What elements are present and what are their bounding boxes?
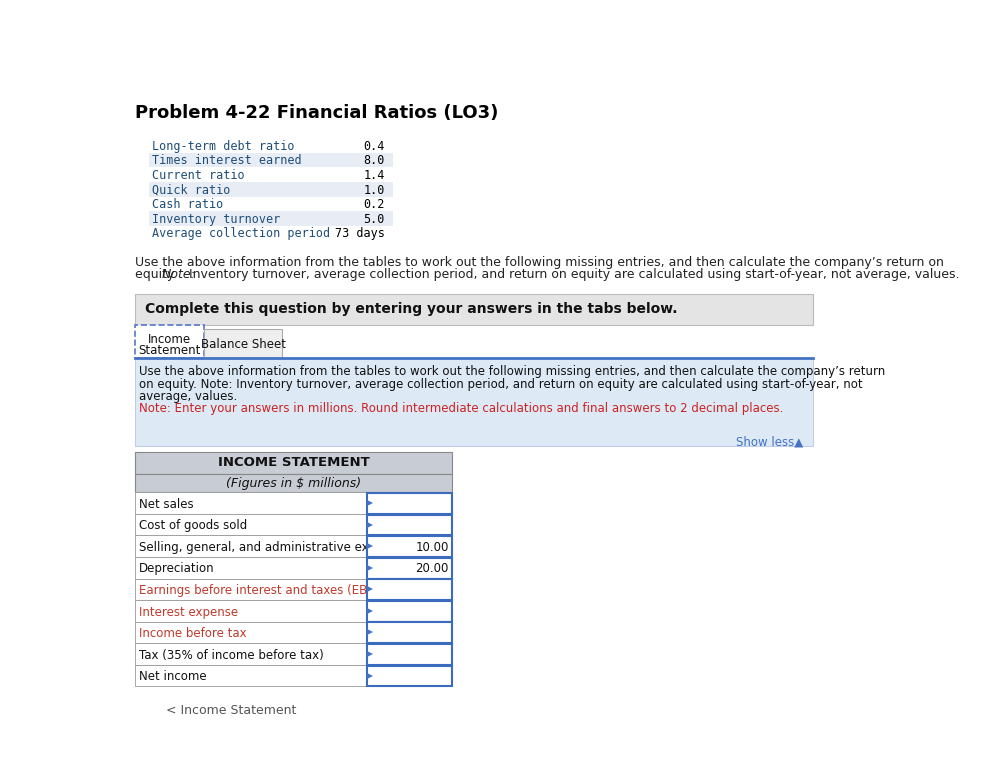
- Bar: [148, 153, 393, 167]
- Text: 8.0: 8.0: [364, 154, 385, 167]
- Text: Interest expense: Interest expense: [138, 605, 237, 619]
- Bar: [134, 535, 367, 557]
- Text: 73 days: 73 days: [335, 227, 385, 241]
- Bar: [134, 474, 452, 492]
- Text: 1.0: 1.0: [364, 184, 385, 196]
- Text: Complete this question by entering your answers in the tabs below.: Complete this question by entering your …: [144, 302, 676, 316]
- Text: Inventory turnover, average collection period, and return on equity are calculat: Inventory turnover, average collection p…: [184, 268, 959, 281]
- Text: 20.00: 20.00: [415, 562, 448, 576]
- Bar: [367, 580, 452, 600]
- Bar: [134, 664, 367, 686]
- Text: Show less▲: Show less▲: [735, 435, 803, 449]
- Text: Cash ratio: Cash ratio: [152, 198, 223, 211]
- Text: (Figures in $ millions): (Figures in $ millions): [225, 477, 361, 490]
- Text: on equity. Note: Inventory turnover, average collection period, and return on eq: on equity. Note: Inventory turnover, ave…: [139, 378, 862, 390]
- Bar: [134, 579, 367, 600]
- Bar: [367, 515, 452, 535]
- Bar: [301, 699, 410, 722]
- Bar: [134, 326, 204, 358]
- Text: 0.4: 0.4: [364, 139, 385, 153]
- Text: 5.0: 5.0: [364, 213, 385, 226]
- Text: 1.4: 1.4: [364, 169, 385, 182]
- Bar: [134, 557, 367, 579]
- Bar: [177, 699, 286, 722]
- Bar: [367, 536, 452, 557]
- Text: INCOME STATEMENT: INCOME STATEMENT: [217, 456, 369, 469]
- Text: Balance Sheet: Balance Sheet: [200, 337, 286, 351]
- Text: < Income Statement: < Income Statement: [166, 704, 297, 717]
- Text: 0.2: 0.2: [364, 198, 385, 211]
- Text: Quick ratio: Quick ratio: [152, 184, 230, 196]
- Bar: [367, 558, 452, 579]
- Bar: [134, 492, 367, 514]
- Bar: [134, 294, 812, 326]
- Bar: [367, 493, 452, 514]
- Bar: [148, 182, 393, 196]
- Bar: [134, 358, 812, 446]
- Text: Note:: Note:: [161, 268, 195, 281]
- Text: Tax (35% of income before tax): Tax (35% of income before tax): [138, 649, 323, 661]
- Text: Use the above information from the tables to work out the following missing entr: Use the above information from the table…: [139, 365, 885, 379]
- Bar: [134, 643, 367, 664]
- Bar: [134, 600, 367, 622]
- Text: Income before tax: Income before tax: [138, 627, 245, 640]
- Bar: [367, 622, 452, 643]
- Text: Income: Income: [148, 333, 191, 346]
- Bar: [134, 514, 367, 535]
- Text: Earnings before interest and taxes (EBIT): Earnings before interest and taxes (EBIT…: [138, 584, 382, 597]
- Text: 10.00: 10.00: [415, 541, 448, 554]
- Text: average, values.: average, values.: [139, 390, 237, 403]
- Bar: [367, 601, 452, 622]
- Text: Selling, general, and administrative expenses: Selling, general, and administrative exp…: [138, 541, 410, 554]
- Text: Cost of goods sold: Cost of goods sold: [138, 520, 246, 532]
- Bar: [134, 622, 367, 643]
- Text: Balance Sheet  >: Balance Sheet >: [296, 704, 415, 717]
- Text: Net sales: Net sales: [138, 498, 193, 511]
- Text: Net income: Net income: [138, 670, 206, 683]
- Text: Use the above information from the tables to work out the following missing entr: Use the above information from the table…: [134, 256, 943, 269]
- Text: Average collection period: Average collection period: [152, 227, 331, 241]
- Text: equity.: equity.: [134, 268, 180, 281]
- Text: Depreciation: Depreciation: [138, 562, 214, 576]
- Text: Problem 4-22 Financial Ratios (LO3): Problem 4-22 Financial Ratios (LO3): [134, 104, 498, 122]
- Text: Current ratio: Current ratio: [152, 169, 244, 182]
- Text: Note: Enter your answers in millions. Round intermediate calculations and final : Note: Enter your answers in millions. Ro…: [139, 402, 783, 415]
- Bar: [148, 211, 393, 226]
- Bar: [367, 644, 452, 664]
- Bar: [204, 329, 282, 358]
- Text: Times interest earned: Times interest earned: [152, 154, 302, 167]
- Bar: [367, 665, 452, 686]
- Bar: [134, 453, 452, 474]
- Text: Statement: Statement: [138, 344, 200, 357]
- Text: Long-term debt ratio: Long-term debt ratio: [152, 139, 295, 153]
- Text: Inventory turnover: Inventory turnover: [152, 213, 281, 226]
